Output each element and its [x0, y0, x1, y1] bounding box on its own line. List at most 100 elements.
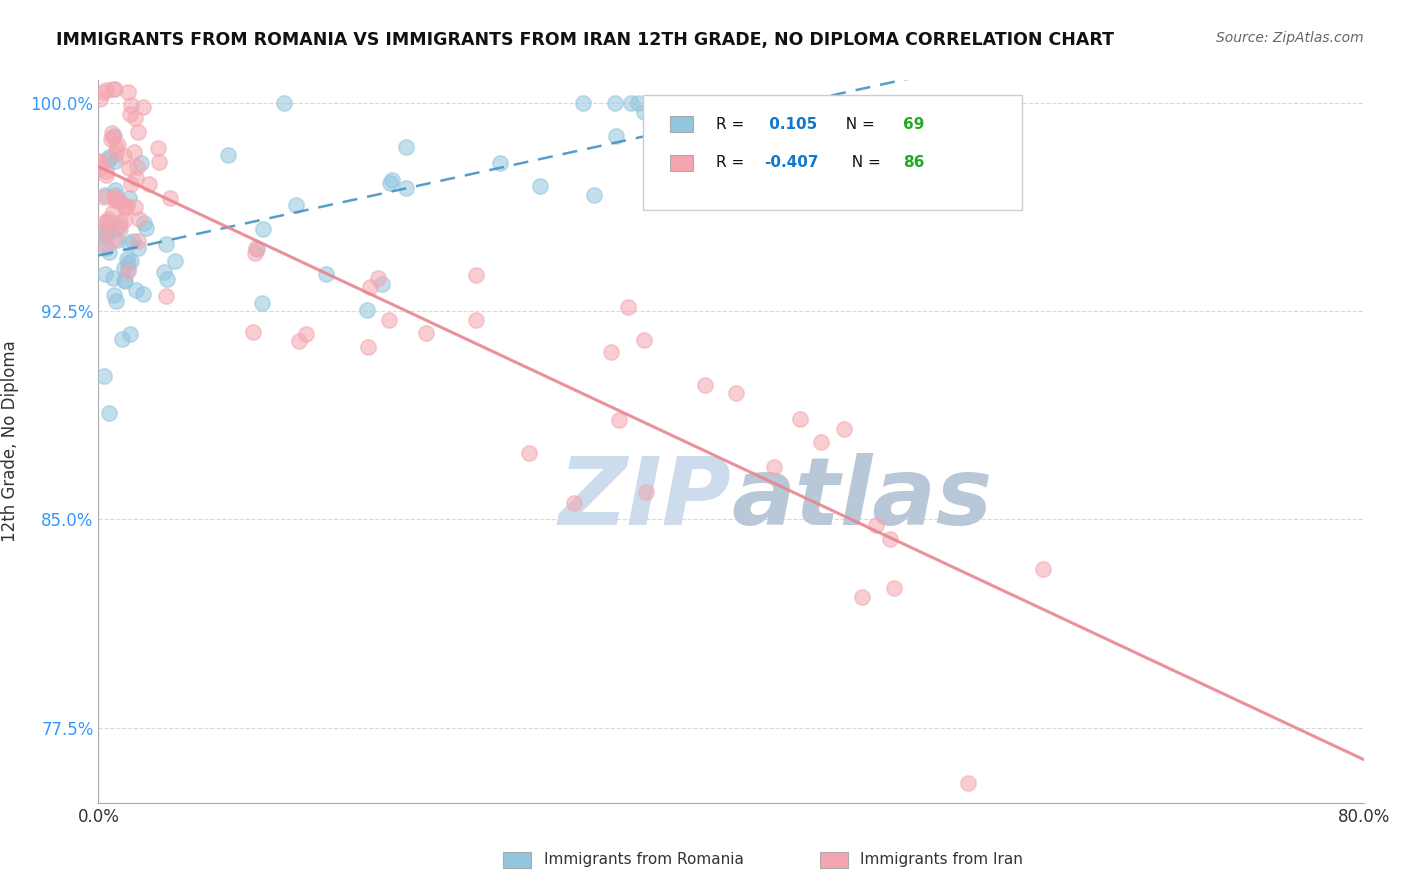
Point [273, 95, 295, 110]
Text: N =: N = [837, 117, 880, 132]
Point [118, 235, 141, 250]
Point [97, 218, 120, 232]
Point [132, 287, 155, 301]
Point [879, 532, 901, 546]
Text: R =: R = [716, 155, 749, 170]
Point [607, 413, 630, 427]
Point [112, 149, 135, 163]
Point [377, 313, 399, 327]
Point [104, 222, 127, 236]
Text: atlas: atlas [731, 453, 993, 545]
Point [810, 435, 832, 450]
Point [620, 95, 643, 110]
Point [89, 154, 111, 169]
Text: 86: 86 [903, 155, 925, 170]
Point [127, 241, 149, 255]
Point [97, 152, 120, 166]
Point [107, 138, 129, 153]
Point [104, 188, 127, 202]
Point [295, 326, 318, 341]
Text: N =: N = [842, 155, 886, 170]
Point [120, 254, 142, 268]
Point [367, 270, 389, 285]
Point [138, 178, 160, 192]
Point [155, 289, 177, 303]
Point [97, 150, 120, 164]
Point [465, 268, 488, 282]
Point [94, 228, 117, 243]
Point [713, 95, 735, 110]
Point [115, 252, 138, 266]
Point [117, 256, 139, 270]
Point [112, 213, 135, 227]
Point [104, 193, 127, 207]
Point [562, 496, 585, 510]
Point [98, 245, 121, 260]
Point [96, 164, 118, 178]
Point [633, 104, 655, 119]
Point [315, 267, 337, 281]
Point [357, 340, 380, 354]
Point [153, 265, 176, 279]
Point [957, 776, 980, 790]
Point [101, 270, 124, 285]
Point [111, 332, 134, 346]
Point [356, 302, 378, 317]
Text: 0.105: 0.105 [763, 117, 817, 132]
Point [832, 422, 855, 436]
Point [634, 484, 657, 499]
Point [132, 216, 155, 230]
Point [104, 140, 127, 154]
Point [120, 98, 142, 112]
Point [242, 325, 264, 339]
Point [132, 100, 155, 114]
Text: Immigrants from Romania: Immigrants from Romania [544, 853, 744, 867]
Point [529, 179, 551, 194]
Point [378, 176, 401, 190]
Text: IMMIGRANTS FROM ROMANIA VS IMMIGRANTS FROM IRAN 12TH GRADE, NO DIPLOMA CORRELATI: IMMIGRANTS FROM ROMANIA VS IMMIGRANTS FR… [56, 31, 1114, 49]
Point [359, 279, 381, 293]
Point [633, 333, 655, 347]
Point [115, 198, 138, 212]
Y-axis label: 12th Grade, No Diploma: 12th Grade, No Diploma [1, 341, 20, 542]
Point [605, 129, 627, 144]
Point [107, 194, 129, 208]
Point [651, 177, 673, 191]
Point [124, 200, 146, 214]
Point [104, 81, 127, 95]
Point [695, 377, 717, 392]
Point [117, 86, 139, 100]
Point [135, 221, 157, 235]
Point [89, 161, 111, 175]
Point [865, 517, 887, 532]
Point [118, 191, 141, 205]
Point [120, 107, 142, 121]
Point [395, 140, 418, 154]
Point [148, 155, 170, 169]
Point [851, 591, 873, 605]
Point [103, 287, 125, 301]
Point [125, 160, 148, 174]
Point [127, 234, 149, 248]
Point [96, 215, 118, 229]
Point [115, 201, 138, 215]
Point [93, 368, 115, 383]
Point [94, 238, 117, 252]
Point [110, 222, 132, 236]
Point [465, 313, 488, 327]
Point [94, 83, 117, 97]
Point [104, 191, 127, 205]
Point [381, 173, 404, 187]
Point [117, 262, 139, 277]
Point [97, 211, 120, 226]
Point [582, 187, 605, 202]
Point [243, 246, 266, 260]
Point [105, 146, 128, 161]
Point [415, 326, 437, 341]
Point [156, 271, 179, 285]
Point [155, 237, 177, 252]
Point [100, 126, 122, 140]
Point [101, 205, 124, 219]
Point [94, 169, 117, 183]
Point [104, 293, 127, 308]
